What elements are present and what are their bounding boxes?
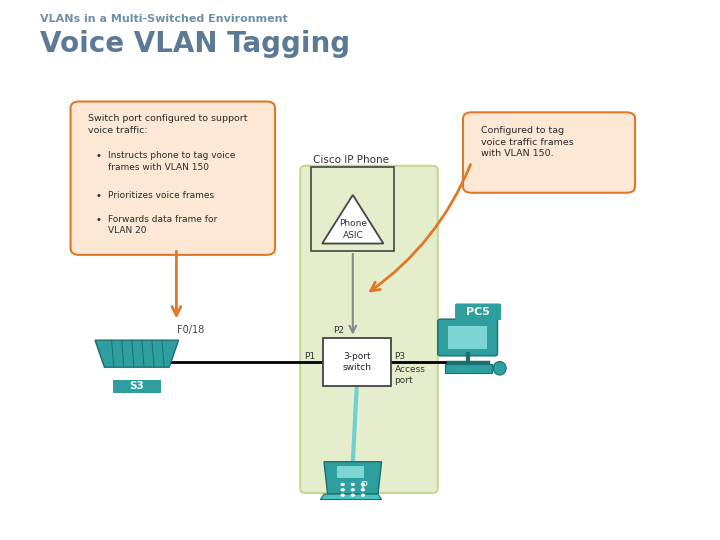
- Text: Configured to tag
voice traffic frames
with VLAN 150.: Configured to tag voice traffic frames w…: [481, 126, 574, 158]
- Circle shape: [361, 494, 365, 497]
- Text: Access
port: Access port: [395, 364, 426, 384]
- FancyBboxPatch shape: [300, 166, 438, 493]
- Text: Phone
ASIC: Phone ASIC: [339, 219, 366, 240]
- Bar: [448, 326, 487, 349]
- Text: P3: P3: [394, 352, 405, 361]
- Text: 3-port
switch: 3-port switch: [342, 352, 372, 372]
- FancyBboxPatch shape: [455, 303, 501, 320]
- Text: •: •: [95, 151, 101, 161]
- Polygon shape: [323, 195, 383, 244]
- Text: •: •: [95, 215, 101, 225]
- Text: •: •: [95, 191, 101, 201]
- Circle shape: [361, 488, 365, 491]
- Bar: [113, 380, 161, 393]
- Text: IP: IP: [360, 482, 367, 490]
- Text: P2: P2: [333, 326, 344, 335]
- FancyBboxPatch shape: [71, 102, 275, 255]
- Text: P1: P1: [305, 352, 315, 361]
- Bar: [323, 338, 391, 386]
- Circle shape: [341, 494, 345, 497]
- FancyBboxPatch shape: [438, 319, 498, 356]
- Text: Prioritizes voice frames: Prioritizes voice frames: [108, 191, 214, 200]
- Bar: [311, 167, 394, 251]
- Polygon shape: [324, 462, 382, 494]
- Ellipse shape: [493, 362, 506, 375]
- Text: VLANs in a Multi-Switched Environment: VLANs in a Multi-Switched Environment: [40, 14, 287, 24]
- Circle shape: [351, 494, 355, 497]
- Circle shape: [341, 488, 345, 491]
- Text: F0/18: F0/18: [177, 325, 204, 335]
- Text: Cisco IP Phone: Cisco IP Phone: [313, 154, 390, 165]
- Text: Voice VLAN Tagging: Voice VLAN Tagging: [40, 30, 350, 58]
- Text: Instructs phone to tag voice
frames with VLAN 150: Instructs phone to tag voice frames with…: [108, 151, 235, 172]
- Text: S3: S3: [130, 381, 144, 391]
- Circle shape: [361, 483, 365, 486]
- FancyBboxPatch shape: [463, 112, 635, 193]
- Circle shape: [351, 488, 355, 491]
- Circle shape: [341, 483, 345, 486]
- Text: PC5: PC5: [466, 307, 490, 316]
- Polygon shape: [95, 340, 179, 367]
- Circle shape: [351, 483, 355, 486]
- Text: Switch port configured to support
voice traffic:: Switch port configured to support voice …: [88, 114, 248, 136]
- Polygon shape: [320, 494, 382, 500]
- Bar: [337, 466, 364, 478]
- Text: Forwards data frame for
VLAN 20: Forwards data frame for VLAN 20: [108, 215, 217, 235]
- Bar: [445, 364, 492, 373]
